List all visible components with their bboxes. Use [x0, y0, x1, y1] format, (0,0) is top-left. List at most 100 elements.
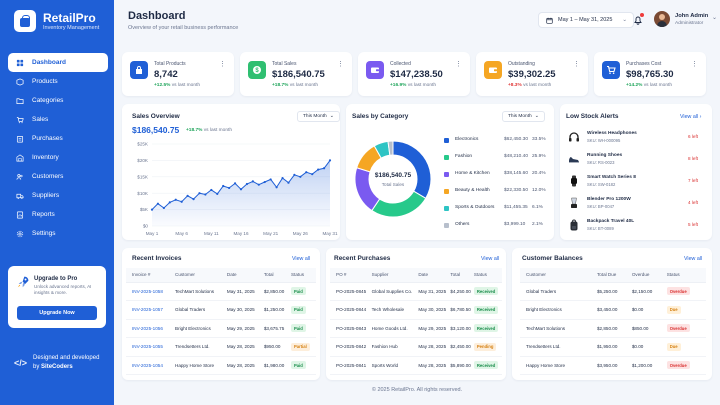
- sales-data-point[interactable]: [222, 184, 225, 188]
- table-row[interactable]: INV-2025-1054 Happy Home Store May 28, 202…: [126, 356, 316, 375]
- low-stock-item[interactable]: Wireless Headphones SKU: WH-000095 6 left: [568, 128, 704, 148]
- sales-data-point[interactable]: [228, 186, 231, 190]
- stat-card[interactable]: Outstanding $39,302.25 +8.3% vs last month…: [476, 52, 588, 96]
- column-header[interactable]: Date: [418, 268, 451, 283]
- table-row[interactable]: Happy Home Store $3,950.00 $1,200.00 Overdu…: [520, 356, 706, 375]
- invoice-link[interactable]: INV-2025-1055: [132, 344, 163, 350]
- user-name[interactable]: John Admin: [675, 13, 709, 19]
- donut-slice[interactable]: [392, 140, 432, 200]
- column-header[interactable]: Status: [473, 268, 502, 283]
- sales-data-point[interactable]: [233, 182, 237, 185]
- table-row[interactable]: PO-2025-0842 Fashion Hub May 28, 2025 $2,45…: [330, 337, 502, 357]
- category-period-dropdown[interactable]: This Month ⌄: [502, 111, 545, 122]
- sales-data-point[interactable]: [204, 193, 207, 196]
- table-row[interactable]: INV-2025-1055 Trendsetters Ltd. May 28, 20…: [126, 337, 316, 357]
- invoice-link[interactable]: INV-2025-1056: [132, 325, 163, 331]
- sales-data-point[interactable]: [216, 192, 219, 195]
- sales-data-point[interactable]: [239, 188, 243, 191]
- more-options-icon[interactable]: ⋮: [573, 61, 580, 68]
- donut-slice[interactable]: [387, 140, 394, 156]
- date-range-picker[interactable]: May 1 – May 31, 2025 ⌄: [538, 12, 634, 28]
- sales-period-dropdown[interactable]: This Month ⌄: [297, 111, 340, 122]
- sidebar-item-suppliers[interactable]: Suppliers: [8, 186, 108, 205]
- more-options-icon[interactable]: ⋮: [455, 61, 462, 68]
- low-stock-item[interactable]: Backpack Travel 40L SKU: BT-0089 5 left: [568, 216, 704, 236]
- upgrade-now-button[interactable]: Upgrade Now: [17, 306, 97, 320]
- column-header[interactable]: Total: [450, 268, 474, 283]
- sidebar-item-products[interactable]: Products: [8, 72, 108, 91]
- invoice-link[interactable]: INV-2025-1054: [132, 362, 163, 368]
- sales-data-point[interactable]: [156, 202, 160, 205]
- column-header[interactable]: Supplier: [371, 268, 419, 283]
- sales-data-point[interactable]: [263, 180, 266, 184]
- column-header[interactable]: Date: [226, 268, 264, 283]
- table-row[interactable]: PO-2025-0843 Home Goods Ltd. May 29, 2025 $…: [330, 319, 502, 338]
- sales-data-point[interactable]: [186, 194, 189, 197]
- sales-data-point[interactable]: [174, 198, 177, 201]
- sales-data-point[interactable]: [192, 198, 195, 201]
- bell-icon[interactable]: [633, 15, 643, 25]
- sidebar-item-dashboard[interactable]: Dashboard: [8, 53, 108, 72]
- low-stock-item[interactable]: Running Shoes SKU: RS-0023 8 left: [568, 150, 704, 170]
- table-row[interactable]: Trendsetters Ltd. $1,950.00 $0.00 Due: [520, 337, 706, 357]
- table-row[interactable]: PO-2025-0845 Global Supplies Co. May 31, 2…: [330, 282, 502, 301]
- sales-data-point[interactable]: [257, 183, 260, 186]
- credit-company[interactable]: SiteCoders: [41, 364, 73, 370]
- low-stock-item[interactable]: Smart Watch Series 8 SKU: SW-0182 7 left: [568, 172, 704, 192]
- table-row[interactable]: PO-2025-0841 Sports World May 28, 2025 $5,8…: [330, 356, 502, 375]
- table-row[interactable]: INV-2025-1056 Bright Electronics May 29, 2…: [126, 319, 316, 338]
- sidebar-item-categories[interactable]: Categories: [8, 91, 108, 110]
- table-row[interactable]: INV-2025-1057 Global Traders May 30, 2025 $…: [126, 300, 316, 320]
- sales-data-point[interactable]: [251, 180, 254, 183]
- balances-view-all-link[interactable]: View all: [684, 256, 703, 262]
- sales-data-point[interactable]: [317, 168, 320, 171]
- legend-item[interactable]: Sports & Outdoors $11,455.35 6.1%: [444, 203, 574, 215]
- sales-data-point[interactable]: [168, 201, 171, 204]
- table-row[interactable]: INV-2025-1058 TechMart Solutions May 31, 2…: [126, 282, 316, 301]
- sidebar-item-customers[interactable]: Customers: [8, 167, 108, 186]
- more-options-icon[interactable]: ⋮: [219, 61, 226, 68]
- chevron-down-icon[interactable]: ⌄: [712, 15, 718, 21]
- avatar[interactable]: [654, 11, 670, 27]
- sidebar-item-sales[interactable]: Sales: [8, 110, 108, 129]
- low-stock-view-all-link[interactable]: View all ›: [680, 114, 702, 120]
- column-header[interactable]: Customer: [175, 268, 227, 283]
- sales-data-point[interactable]: [210, 188, 213, 192]
- sales-data-point[interactable]: [269, 178, 272, 181]
- sales-data-point[interactable]: [275, 186, 278, 189]
- sales-data-point[interactable]: [180, 200, 183, 203]
- legend-item[interactable]: Fashion $48,210.40 25.9%: [444, 152, 574, 164]
- column-header[interactable]: PO #: [330, 268, 372, 283]
- sales-data-point[interactable]: [150, 208, 154, 211]
- column-header[interactable]: Invoice #: [126, 268, 175, 283]
- sales-data-point[interactable]: [305, 171, 308, 174]
- more-options-icon[interactable]: ⋮: [337, 61, 344, 68]
- legend-item[interactable]: Others $3,999.10 2.1%: [444, 220, 574, 232]
- sales-data-point[interactable]: [162, 206, 165, 210]
- table-row[interactable]: TechMart Solutions $2,850.00 $850.00 Overdu…: [520, 319, 706, 338]
- donut-slice[interactable]: [371, 190, 427, 218]
- table-row[interactable]: Global Traders $5,250.00 $2,150.00 Overdue: [520, 282, 706, 301]
- sales-data-point[interactable]: [311, 173, 314, 176]
- low-stock-item[interactable]: Blender Pro 1200W SKU: BP-0047 4 left: [568, 194, 704, 214]
- invoice-link[interactable]: INV-2025-1058: [132, 288, 163, 294]
- sales-data-point[interactable]: [293, 173, 296, 176]
- sales-data-point[interactable]: [198, 192, 201, 195]
- column-header[interactable]: Status: [666, 268, 706, 283]
- sidebar-item-inventory[interactable]: Inventory: [8, 148, 108, 167]
- invoices-view-all-link[interactable]: View all: [292, 256, 311, 262]
- table-row[interactable]: Bright Electronics $3,450.00 $0.00 Due: [520, 300, 706, 320]
- table-row[interactable]: PO-2025-0844 Tech Wholesale May 30, 2025 $6…: [330, 300, 502, 320]
- invoice-link[interactable]: INV-2025-1057: [132, 307, 163, 313]
- stat-card[interactable]: Collected $147,238.50 +16.9% vs last month…: [358, 52, 470, 96]
- legend-item[interactable]: Beauty & Health $22,330.50 12.0%: [444, 186, 574, 198]
- column-header[interactable]: Total: [263, 268, 291, 283]
- column-header[interactable]: Customer: [520, 268, 597, 283]
- sidebar-item-reports[interactable]: Reports: [8, 205, 108, 224]
- purchases-view-all-link[interactable]: View all: [481, 256, 500, 262]
- stat-card[interactable]: Purchases Cost $98,765.30 +14.2% vs last m…: [594, 52, 706, 96]
- legend-item[interactable]: Electronics $62,450.30 33.5%: [444, 135, 574, 147]
- column-header[interactable]: Total Due: [596, 268, 632, 283]
- sales-data-point[interactable]: [245, 182, 249, 186]
- brand[interactable]: RetailPro Inventory Management: [14, 10, 99, 32]
